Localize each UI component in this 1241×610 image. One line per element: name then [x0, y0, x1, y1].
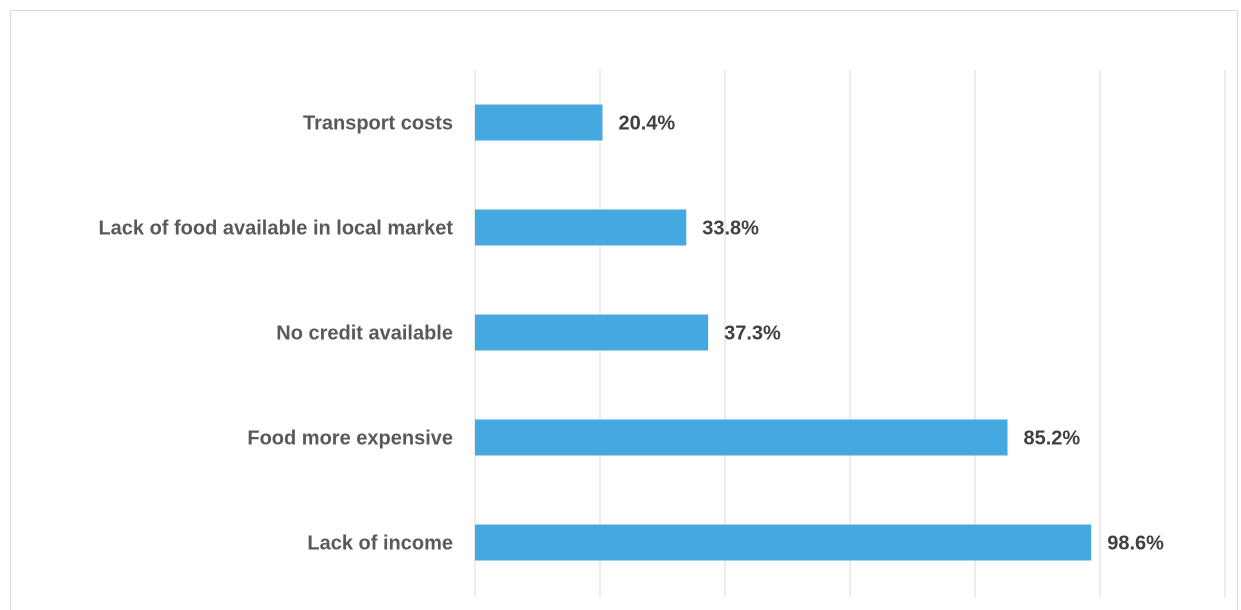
category-label-lack-of-food-available-in-local-market: Lack of food available in local market [98, 218, 453, 240]
value-label-lack-of-income: 98.6% [1107, 533, 1164, 555]
value-label-transport-costs: 20.4% [619, 113, 676, 135]
chart-frame [10, 10, 1238, 610]
bar-transport-costs [475, 104, 603, 141]
category-labels: Transport costs Lack of food available in… [98, 113, 453, 555]
bar-food-more-expensive [475, 419, 1008, 456]
bars [475, 104, 1092, 561]
bar-no-credit-available [475, 314, 709, 351]
category-label-no-credit-available: No credit available [276, 323, 453, 345]
value-labels: 20.4% 33.8% 37.3% 85.2% 98.6% [619, 113, 1165, 555]
category-label-food-more-expensive: Food more expensive [247, 428, 453, 450]
category-label-transport-costs: Transport costs [303, 113, 453, 135]
value-label-lack-of-food-available-in-local-market: 33.8% [702, 218, 759, 240]
value-label-food-more-expensive: 85.2% [1024, 428, 1081, 450]
value-label-no-credit-available: 37.3% [724, 323, 781, 345]
category-label-lack-of-income: Lack of income [307, 533, 453, 555]
bar-lack-of-income [475, 524, 1092, 561]
bar-lack-of-food-available-in-local-market [475, 209, 687, 246]
